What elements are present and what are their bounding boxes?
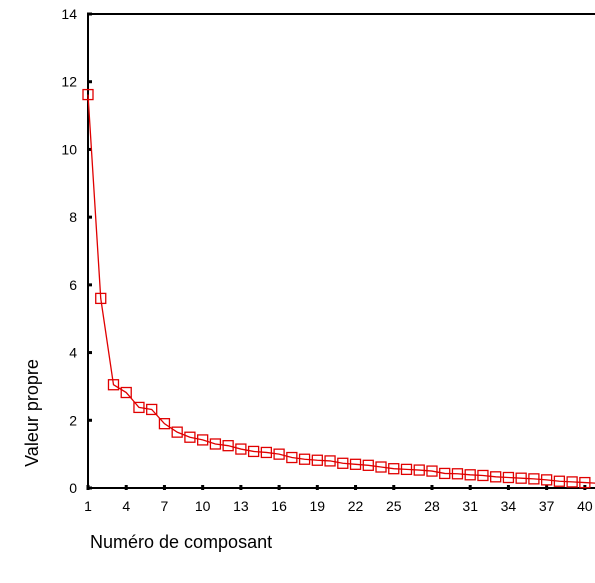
x-tick-label: 13 bbox=[233, 498, 249, 514]
y-tick-label: 4 bbox=[69, 345, 77, 361]
data-point bbox=[451, 468, 464, 480]
y-tick-label: 6 bbox=[69, 277, 77, 293]
data-point bbox=[349, 458, 362, 470]
x-tick-label: 40 bbox=[577, 498, 593, 514]
plot-frame bbox=[87, 13, 595, 489]
data-point bbox=[298, 453, 311, 465]
x-tick-label: 34 bbox=[501, 498, 517, 514]
data-point bbox=[133, 401, 145, 414]
data-point bbox=[490, 471, 502, 483]
data-point bbox=[579, 476, 591, 489]
y-tick-label: 0 bbox=[69, 480, 77, 496]
y-tick-label: 8 bbox=[69, 209, 77, 225]
data-point bbox=[464, 469, 476, 481]
data-point bbox=[566, 476, 578, 488]
x-tick-label: 16 bbox=[271, 498, 287, 514]
x-tick-label: 7 bbox=[161, 498, 169, 514]
data-point bbox=[95, 292, 107, 305]
data-point bbox=[502, 471, 515, 484]
data-point bbox=[400, 463, 413, 476]
series-eigenvalues bbox=[82, 88, 595, 489]
data-point bbox=[362, 459, 374, 471]
x-tick-label: 10 bbox=[195, 498, 211, 514]
x-tick-label: 22 bbox=[348, 498, 364, 514]
data-point bbox=[388, 463, 400, 475]
x-tick-label: 25 bbox=[386, 498, 402, 514]
data-point bbox=[426, 465, 438, 477]
x-tick-label: 37 bbox=[539, 498, 555, 514]
data-point bbox=[375, 461, 387, 473]
data-point bbox=[82, 88, 94, 101]
x-tick-label: 19 bbox=[310, 498, 326, 514]
y-tick-label: 2 bbox=[69, 412, 77, 428]
data-point bbox=[235, 443, 247, 455]
data-point bbox=[171, 426, 183, 438]
data-point bbox=[146, 403, 158, 416]
x-tick-label: 28 bbox=[424, 498, 440, 514]
x-axis-title: Numéro de composant bbox=[90, 532, 272, 552]
data-point bbox=[337, 457, 349, 469]
y-tick-label: 10 bbox=[61, 141, 77, 157]
data-point bbox=[120, 386, 132, 399]
data-point bbox=[209, 438, 222, 450]
data-point bbox=[553, 475, 566, 487]
data-point bbox=[184, 431, 196, 443]
data-point bbox=[439, 467, 451, 480]
data-point bbox=[247, 445, 260, 458]
y-tick-label: 12 bbox=[61, 74, 77, 90]
data-point bbox=[197, 434, 209, 446]
x-tick-label: 31 bbox=[462, 498, 478, 514]
data-point bbox=[260, 446, 273, 459]
data-point bbox=[222, 440, 234, 452]
y-tick-label: 14 bbox=[61, 6, 77, 22]
data-point bbox=[540, 474, 553, 486]
x-axis-ticks: 1 4 7 10 13 16 19 22 25 28 31 34 37 40 bbox=[84, 485, 593, 514]
data-point bbox=[413, 464, 425, 476]
data-point bbox=[324, 455, 336, 467]
data-point bbox=[515, 472, 527, 484]
data-point bbox=[273, 448, 285, 460]
series-line bbox=[87, 94, 595, 484]
data-point bbox=[311, 454, 323, 466]
data-point bbox=[477, 469, 489, 482]
x-tick-label: 1 bbox=[84, 498, 92, 514]
y-axis-ticks: 0 2 4 6 8 10 12 14 bbox=[61, 6, 92, 496]
y-axis-title: Valeur propre bbox=[22, 359, 42, 467]
x-tick-label: 4 bbox=[122, 498, 130, 514]
data-point bbox=[528, 473, 540, 485]
data-point bbox=[158, 418, 171, 430]
data-point bbox=[107, 379, 120, 391]
data-point bbox=[286, 451, 298, 464]
